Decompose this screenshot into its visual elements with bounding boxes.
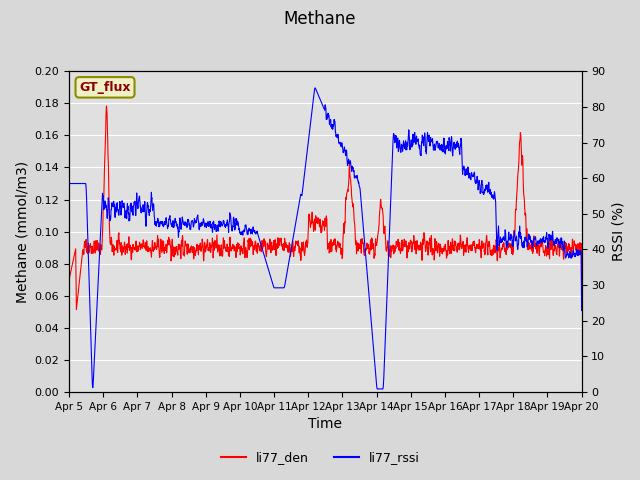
li77_rssi: [340, 148, 348, 154]
Text: Methane: Methane: [284, 10, 356, 28]
li77_rssi: [547, 233, 555, 239]
li77_den: [340, 220, 348, 226]
li77_den: [547, 243, 555, 249]
li77_rssi: [65, 264, 73, 270]
Line: li77_den: li77_den: [69, 106, 582, 317]
Legend: li77_den, li77_rssi: li77_den, li77_rssi: [216, 446, 424, 469]
Text: GT_flux: GT_flux: [79, 81, 131, 94]
li77_den: [532, 241, 540, 247]
li77_den: [578, 288, 586, 294]
li77_rssi: [578, 308, 586, 313]
li77_den: [351, 230, 359, 236]
Y-axis label: RSSI (%): RSSI (%): [611, 202, 625, 262]
li77_den: [474, 244, 482, 250]
li77_rssi: [351, 174, 359, 180]
li77_rssi: [312, 85, 319, 91]
li77_rssi: [474, 185, 482, 191]
li77_den: [209, 238, 216, 243]
li77_rssi: [208, 225, 216, 231]
li77_den: [65, 314, 73, 320]
Line: li77_rssi: li77_rssi: [69, 88, 582, 389]
li77_rssi: [373, 386, 381, 392]
Y-axis label: Methane (mmol/m3): Methane (mmol/m3): [15, 161, 29, 303]
X-axis label: Time: Time: [308, 418, 342, 432]
li77_den: [102, 103, 110, 109]
li77_rssi: [533, 243, 541, 249]
